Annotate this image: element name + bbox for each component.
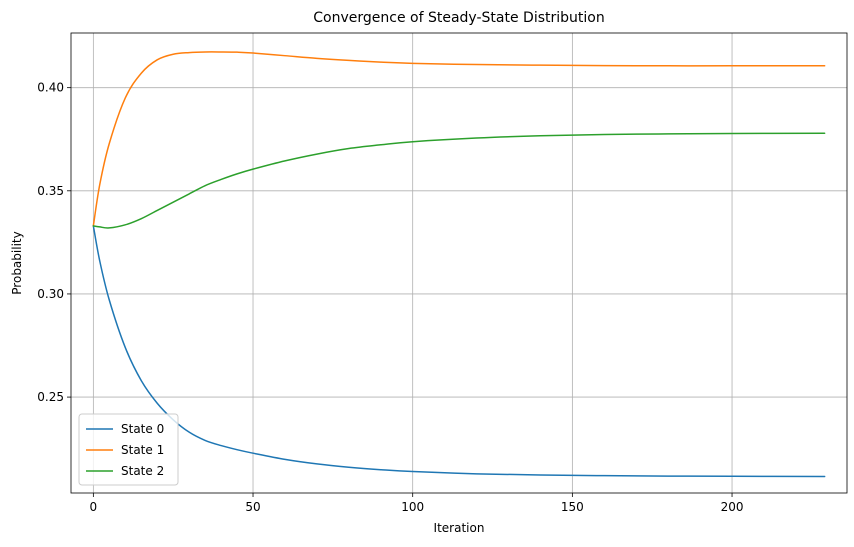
ticks: 0 50 100 150 200 0.25 0.30 0.35 0.40 [37, 81, 743, 514]
y-tick-label: 0.40 [37, 81, 64, 95]
chart-title: Convergence of Steady-State Distribution [313, 10, 604, 26]
y-tick-label: 0.35 [37, 184, 64, 198]
legend-label: State 0 [121, 422, 164, 436]
grid [71, 33, 847, 493]
x-tick-label: 100 [401, 500, 424, 514]
x-tick-label: 150 [561, 500, 584, 514]
x-tick-label: 200 [721, 500, 744, 514]
series-line-state-1 [92, 51, 826, 227]
x-tick-label: 0 [90, 500, 98, 514]
x-axis-label: Iteration [434, 521, 485, 535]
legend-label: State 1 [121, 443, 164, 457]
y-tick-label: 0.25 [37, 390, 64, 404]
x-tick-label: 50 [245, 500, 260, 514]
legend-box [78, 413, 179, 486]
series-line-state-0 [92, 225, 826, 478]
series-line-state-2 [92, 132, 826, 229]
series-group [92, 51, 826, 478]
y-tick-label: 0.30 [37, 287, 64, 301]
axes-frame [70, 32, 848, 494]
legend: State 0 State 1 State 2 [78, 413, 179, 486]
y-axis-label: Probability [10, 231, 24, 294]
legend-label: State 2 [121, 464, 164, 478]
